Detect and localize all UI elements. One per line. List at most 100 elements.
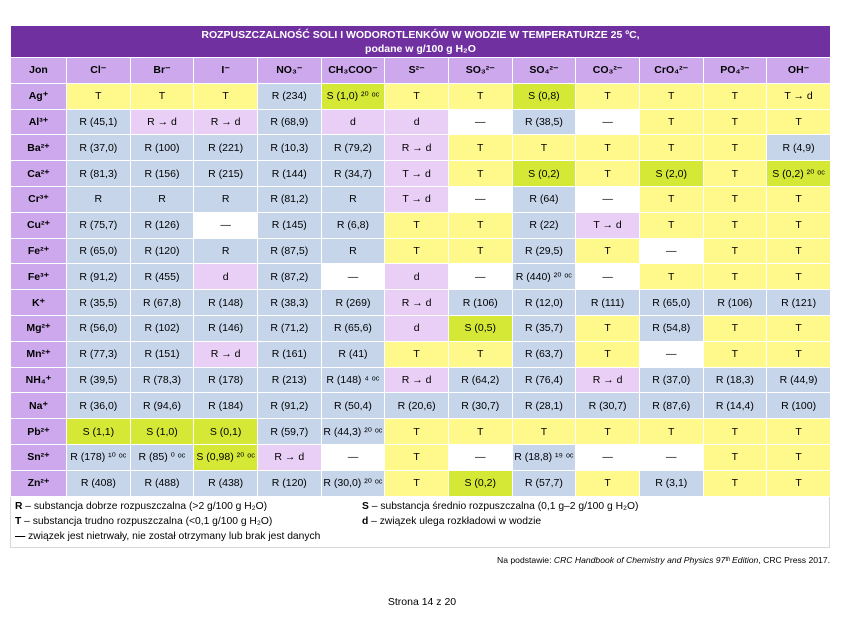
solubility-cell: S (1,1)	[66, 418, 131, 445]
legend: R – substancja dobrze rozpuszczalna (>2 …	[10, 496, 830, 548]
solubility-cell: T	[702, 82, 768, 110]
solubility-cell: R (71,2)	[256, 314, 322, 342]
solubility-cell: T	[575, 418, 640, 445]
solubility-cell: R (29,5)	[511, 237, 577, 265]
solubility-cell: R (30,0) ²⁰ ᵒᶜ	[320, 469, 386, 497]
solubility-cell: R (184)	[193, 392, 258, 420]
column-header: SO₄²⁻	[511, 57, 577, 84]
solubility-cell: T	[384, 418, 449, 445]
solubility-cell: R (215)	[193, 160, 258, 187]
solubility-cell: R	[320, 185, 386, 213]
ion-label: Mg²⁺	[10, 314, 67, 342]
solubility-cell: R (121)	[766, 289, 831, 316]
solubility-cell: T	[638, 211, 704, 239]
column-header: CrO₄²⁻	[638, 57, 704, 84]
solubility-cell: R (76,4)	[511, 366, 577, 394]
solubility-cell: R (120)	[256, 469, 322, 497]
solubility-cell: R (38,3)	[256, 289, 322, 316]
column-header: NO₃⁻	[256, 57, 322, 84]
solubility-cell: T	[702, 237, 768, 265]
solubility-cell: R (57,7)	[511, 469, 577, 497]
ion-label: Al³⁺	[10, 108, 67, 136]
solubility-cell: R (36,0)	[66, 392, 131, 420]
column-header: CH₃COO⁻	[320, 57, 386, 84]
solubility-cell: T → d	[575, 211, 640, 239]
solubility-cell: R (37,0)	[66, 134, 131, 162]
solubility-cell: T	[447, 340, 513, 368]
solubility-cell: T	[447, 211, 513, 239]
solubility-cell: R (94,6)	[129, 392, 195, 420]
title-line-2: podane w g/100 g H₂O	[365, 42, 476, 55]
solubility-cell: T	[638, 108, 704, 136]
solubility-cell: R (234)	[256, 82, 322, 110]
table-row: Cr³⁺ R R R R (81,2) R T → d — R (64) — T T T	[10, 185, 831, 213]
table-row: Fe³⁺ R (91,2) R (455) d R (87,2) — d — R (440) ²…	[10, 263, 831, 291]
solubility-cell: R	[193, 237, 258, 265]
ion-label: Ca²⁺	[10, 160, 67, 187]
solubility-cell: R (41)	[320, 340, 386, 368]
ion-label: Sn²⁺	[10, 443, 67, 471]
solubility-cell: R (44,9)	[766, 366, 831, 394]
solubility-cell: —	[638, 237, 704, 265]
table-row: Cu²⁺ R (75,7) R (126) — R (145) R (6,8) T T R (2…	[10, 211, 831, 239]
ion-label: Cu²⁺	[10, 211, 67, 239]
solubility-cell: R (178)	[193, 366, 258, 394]
solubility-cell: R (65,0)	[66, 237, 131, 265]
solubility-cell: S (1,0)	[129, 418, 195, 445]
solubility-cell: —	[320, 263, 386, 291]
solubility-cell: T	[702, 418, 768, 445]
solubility-cell: R (91,2)	[256, 392, 322, 420]
solubility-cell: R (65,0)	[638, 289, 704, 316]
solubility-cell: R (10,3)	[256, 134, 322, 162]
solubility-cell: R (269)	[320, 289, 386, 316]
solubility-cell: T	[384, 211, 449, 239]
solubility-cell: R	[193, 185, 258, 213]
solubility-cell: R (14,4)	[702, 392, 768, 420]
solubility-cell: R (18,8) ¹⁹ ᵒᶜ	[511, 443, 577, 471]
solubility-cell: T	[575, 82, 640, 110]
solubility-cell: T	[766, 340, 831, 368]
solubility-cell: S (0,2)	[447, 469, 513, 497]
source-note: Na podstawie: CRC Handbook of Chemistry …	[497, 555, 830, 565]
solubility-cell: R (106)	[447, 289, 513, 316]
ion-label: Zn²⁺	[10, 469, 67, 497]
solubility-cell: R (100)	[766, 392, 831, 420]
solubility-cell: T	[702, 314, 768, 342]
solubility-cell: R (45,1)	[66, 108, 131, 136]
solubility-cell: R (54,8)	[638, 314, 704, 342]
solubility-cell: T	[575, 134, 640, 162]
solubility-cell: S (0,2) ²⁰ ᵒᶜ	[766, 160, 831, 187]
solubility-cell: R (151)	[129, 340, 195, 368]
solubility-cell: R → d	[193, 108, 258, 136]
solubility-cell: T	[384, 82, 449, 110]
solubility-cell: R (22)	[511, 211, 577, 239]
table-row: Pb²⁺ S (1,1) S (1,0) S (0,1) R (59,7) R (44,3…	[10, 418, 831, 445]
solubility-cell: T	[766, 443, 831, 471]
table-row: Sn²⁺ R (178) ¹⁰ ᵒᶜ R (85) ⁰ ᵒᶜ S (0,98) ²⁰ …	[10, 443, 831, 471]
solubility-cell: S (0,5)	[447, 314, 513, 342]
solubility-cell: R (3,1)	[638, 469, 704, 497]
solubility-cell: T	[702, 108, 768, 136]
solubility-cell: R → d	[384, 366, 449, 394]
solubility-cell: T	[384, 237, 449, 265]
solubility-cell: R (63,7)	[511, 340, 577, 368]
solubility-cell: T	[447, 82, 513, 110]
solubility-cell: T	[638, 82, 704, 110]
column-header: SO₃²⁻	[447, 57, 513, 84]
solubility-cell: R → d	[256, 443, 322, 471]
solubility-cell: d	[384, 314, 449, 342]
table-row: Zn²⁺ R (408) R (488) R (438) R (120) R (30,0)…	[10, 469, 831, 497]
solubility-cell: R (156)	[129, 160, 195, 187]
solubility-cell: —	[447, 443, 513, 471]
solubility-cell: T	[447, 160, 513, 187]
solubility-cell: T	[511, 418, 577, 445]
solubility-cell: R (91,2)	[66, 263, 131, 291]
solubility-cell: T	[702, 443, 768, 471]
solubility-cell: T	[447, 418, 513, 445]
solubility-cell: R (145)	[256, 211, 322, 239]
solubility-cell: T → d	[384, 185, 449, 213]
solubility-cell: —	[447, 185, 513, 213]
solubility-cell: R (178) ¹⁰ ᵒᶜ	[66, 443, 131, 471]
ion-label: Pb²⁺	[10, 418, 67, 445]
